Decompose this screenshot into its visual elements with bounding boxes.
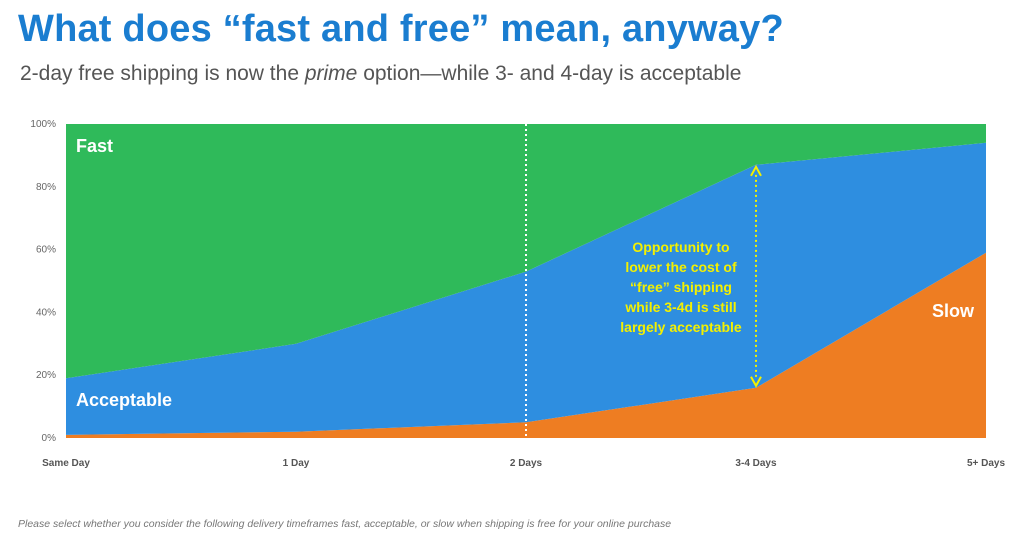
y-tick-label: 60% (36, 245, 56, 256)
page-title: What does “fast and free” mean, anyway? (18, 8, 784, 50)
annotation-text-line: lower the cost of (625, 259, 737, 275)
annotation-arrowhead-top (750, 164, 762, 177)
x-tick-label: 2 Days (510, 458, 543, 469)
stacked-area-chart: 0% 20% 40% 60% 80% 100% Same Day 1 Day 2 Days 3-4… (30, 119, 1006, 469)
subtitle-post: option—while 3- and 4-day is acceptable (357, 62, 742, 85)
y-tick-label: 0% (42, 433, 57, 444)
x-tick-label: Same Day (42, 458, 90, 469)
y-tick-label: 40% (36, 307, 56, 318)
y-tick-label: 100% (30, 119, 56, 130)
series-label-fast: Fast (76, 136, 113, 156)
annotation-arrowhead-bottom (750, 376, 762, 388)
footnote: Please select whether you consider the f… (18, 518, 672, 530)
annotation-text-line: Opportunity to (632, 239, 729, 255)
subtitle-emphasis: prime (304, 62, 358, 85)
annotation-text-line: “free” shipping (630, 279, 732, 295)
annotation-text-line: largely acceptable (620, 319, 742, 335)
subtitle-pre: 2-day free shipping is now the (20, 62, 305, 85)
page-subtitle: 2-day free shipping is now the prime opt… (20, 62, 741, 86)
area-slow (66, 252, 986, 438)
y-tick-label: 80% (36, 182, 56, 193)
series-label-slow: Slow (932, 301, 975, 321)
series-label-acceptable: Acceptable (76, 390, 172, 410)
x-tick-label: 1 Day (283, 458, 310, 469)
x-tick-label: 3-4 Days (735, 458, 777, 469)
annotation-text-line: while 3-4d is still (624, 299, 736, 315)
x-tick-label: 5+ Days (967, 458, 1006, 469)
area-fast (66, 124, 986, 379)
y-tick-label: 20% (36, 370, 56, 381)
